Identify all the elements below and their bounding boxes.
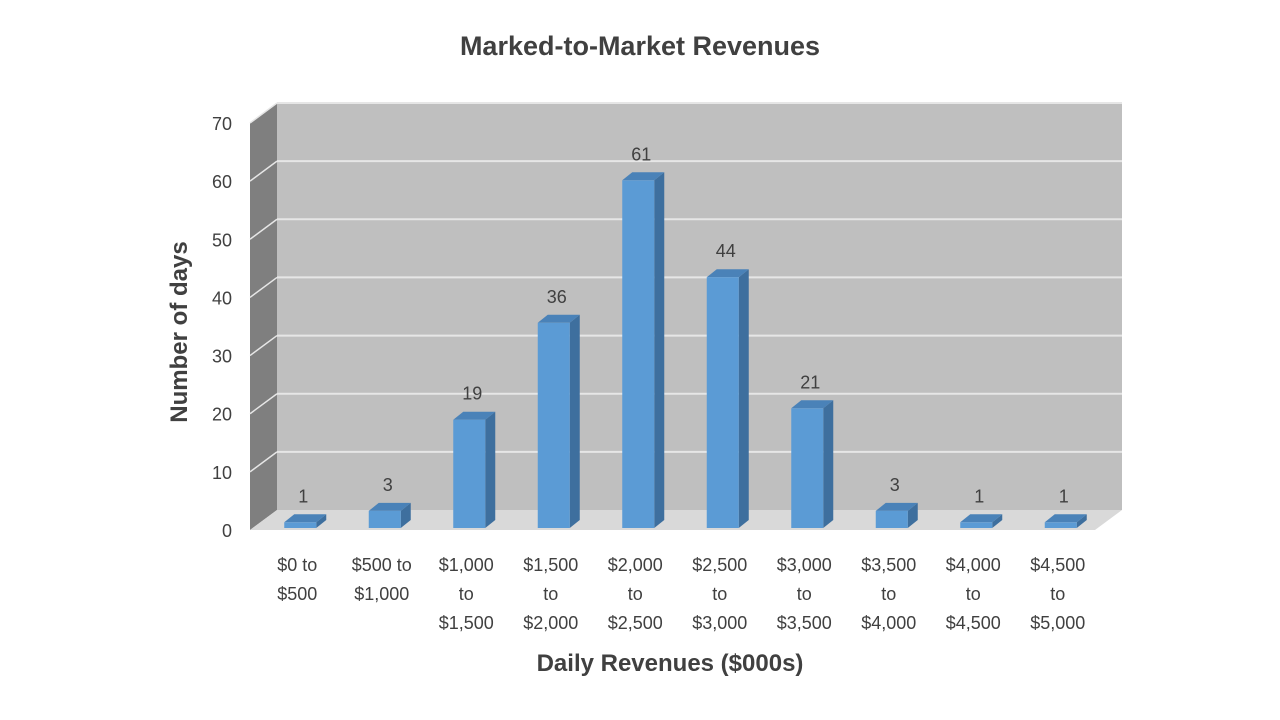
y-tick-label: 40 bbox=[212, 288, 232, 308]
bar-top bbox=[960, 514, 1003, 523]
bar bbox=[368, 502, 411, 528]
data-label: 3 bbox=[383, 475, 393, 495]
bar-side bbox=[400, 502, 411, 528]
bar-front bbox=[1044, 522, 1077, 528]
bar-top bbox=[875, 502, 918, 511]
bar-front bbox=[453, 419, 486, 528]
gridline-side bbox=[249, 160, 278, 182]
gridline-side bbox=[249, 451, 278, 473]
data-label: 21 bbox=[800, 372, 820, 392]
y-axis-ticks: 0 10 20 30 40 50 60 70 bbox=[212, 114, 232, 541]
data-label: 61 bbox=[631, 144, 651, 164]
x-category-label: $3,500 to $4,000 bbox=[861, 555, 916, 633]
x-category-label: $2,500 to $3,000 bbox=[692, 555, 747, 633]
bar bbox=[706, 269, 749, 528]
gridline-side bbox=[249, 393, 278, 415]
bar-side bbox=[738, 269, 749, 528]
bar-top bbox=[1044, 514, 1087, 523]
plot-walls bbox=[250, 103, 1122, 530]
gridline-side bbox=[249, 334, 278, 357]
y-tick-label: 50 bbox=[212, 230, 232, 250]
chart-title: Marked-to-Market Revenues bbox=[460, 31, 820, 61]
y-tick-label: 20 bbox=[212, 405, 232, 425]
bar-front bbox=[875, 510, 908, 528]
bar bbox=[284, 514, 327, 528]
y-tick-label: 60 bbox=[212, 172, 232, 192]
data-label: 19 bbox=[462, 384, 482, 404]
bar-top bbox=[368, 502, 411, 511]
y-axis-title: Number of days bbox=[166, 241, 193, 422]
bar-side bbox=[569, 314, 580, 528]
bar-front bbox=[284, 522, 317, 528]
bar-side bbox=[907, 502, 918, 528]
bar-front bbox=[791, 408, 824, 528]
bar-top bbox=[453, 411, 496, 420]
gridlines bbox=[249, 102, 1122, 473]
x-axis-title: Daily Revenues ($000s) bbox=[537, 650, 804, 677]
x-category-label: $500 to $1,000 bbox=[352, 555, 412, 604]
y-tick-label: 0 bbox=[222, 521, 232, 541]
x-category-label: $0 to $500 bbox=[277, 555, 317, 604]
side-wall bbox=[250, 103, 277, 530]
bar-front bbox=[537, 322, 570, 528]
bar-side bbox=[992, 514, 1003, 528]
bar bbox=[622, 172, 665, 529]
bar bbox=[875, 502, 918, 528]
bar-side bbox=[1076, 514, 1087, 528]
bar bbox=[1044, 514, 1087, 528]
bar-top bbox=[284, 514, 327, 523]
gridline-side bbox=[249, 102, 278, 124]
bar-top bbox=[706, 269, 749, 278]
data-label: 3 bbox=[890, 475, 900, 495]
bars bbox=[284, 172, 1087, 529]
bar-top bbox=[537, 314, 580, 323]
x-category-label: $4,500 to $5,000 bbox=[1030, 555, 1085, 633]
y-tick-label: 30 bbox=[212, 347, 232, 367]
data-label: 1 bbox=[1059, 486, 1069, 506]
bar bbox=[453, 411, 496, 528]
bar bbox=[960, 514, 1003, 528]
bar-side bbox=[316, 514, 327, 528]
y-tick-label: 10 bbox=[212, 463, 232, 483]
data-label: 44 bbox=[716, 241, 736, 261]
gridline-side bbox=[249, 276, 278, 299]
x-category-label: $2,000 to $2,500 bbox=[608, 555, 663, 633]
x-category-label: $1,500 to $2,000 bbox=[523, 555, 578, 633]
y-tick-label: 70 bbox=[212, 114, 232, 134]
bar-side bbox=[654, 172, 665, 529]
bar-top bbox=[791, 400, 834, 409]
x-axis-category-labels: $0 to $500 $500 to $1,000 $1,000 to $1,500 $1,5… bbox=[277, 555, 1085, 633]
data-label: 1 bbox=[974, 486, 984, 506]
gridline-side bbox=[249, 218, 278, 240]
bar-front bbox=[706, 277, 739, 528]
bar-front bbox=[960, 522, 993, 528]
bar-top bbox=[622, 172, 665, 181]
bar-side bbox=[485, 411, 496, 528]
bar-front bbox=[368, 510, 401, 528]
bar bbox=[537, 314, 580, 528]
data-label: 1 bbox=[298, 486, 308, 506]
x-category-label: $3,000 to $3,500 bbox=[777, 555, 832, 633]
bar-side bbox=[823, 400, 834, 528]
bar bbox=[791, 400, 834, 528]
data-label: 36 bbox=[547, 287, 567, 307]
x-category-label: $1,000 to $1,500 bbox=[439, 555, 494, 633]
back-wall bbox=[277, 103, 1122, 510]
x-category-label: $4,000 to $4,500 bbox=[946, 555, 1001, 633]
data-labels: 1 3 19 36 61 44 21 3 1 1 bbox=[298, 144, 1069, 506]
bar-front bbox=[622, 180, 655, 529]
